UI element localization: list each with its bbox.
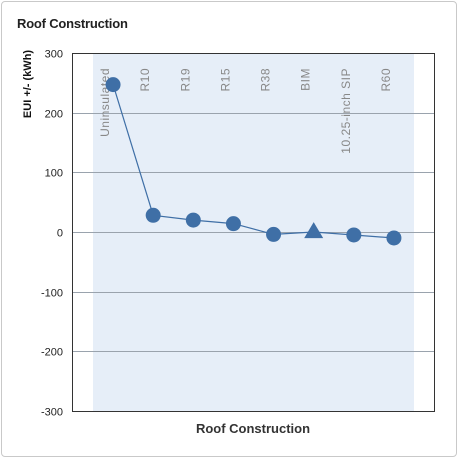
y-tick-label: -200 bbox=[41, 347, 63, 359]
data-point[interactable] bbox=[266, 226, 282, 242]
y-tick-label: 100 bbox=[45, 168, 63, 180]
data-point[interactable] bbox=[386, 230, 402, 246]
gridlines bbox=[72, 113, 434, 352]
data-point[interactable] bbox=[145, 207, 161, 223]
plot-frame bbox=[72, 53, 435, 412]
y-ticks: 300 200 100 0 -100 -200 -300 bbox=[41, 49, 63, 419]
data-points[interactable] bbox=[105, 77, 402, 246]
category-label: R15 bbox=[218, 68, 232, 92]
data-point[interactable] bbox=[346, 227, 362, 243]
category-label: R60 bbox=[379, 68, 393, 92]
category-label: R19 bbox=[178, 68, 192, 92]
category-label: BIM bbox=[299, 68, 313, 91]
category-label: R38 bbox=[259, 68, 273, 92]
y-tick-label: 200 bbox=[45, 109, 63, 121]
y-tick-label: -300 bbox=[41, 407, 63, 419]
x-axis-label: Roof Construction bbox=[196, 421, 310, 436]
panel-title: Roof Construction bbox=[17, 16, 128, 31]
category-label: R10 bbox=[138, 68, 152, 92]
data-point[interactable] bbox=[105, 77, 121, 93]
y-axis-label: EUI +/- (kWh) bbox=[22, 50, 34, 118]
y-tick-label: 300 bbox=[45, 49, 63, 61]
data-point[interactable] bbox=[225, 216, 241, 232]
y-tick-label: -100 bbox=[41, 288, 63, 300]
category-label: 10.25-inch SIP bbox=[339, 68, 353, 154]
data-point-triangle[interactable] bbox=[304, 222, 324, 239]
data-point[interactable] bbox=[185, 212, 201, 228]
y-tick-label: 0 bbox=[57, 228, 63, 240]
